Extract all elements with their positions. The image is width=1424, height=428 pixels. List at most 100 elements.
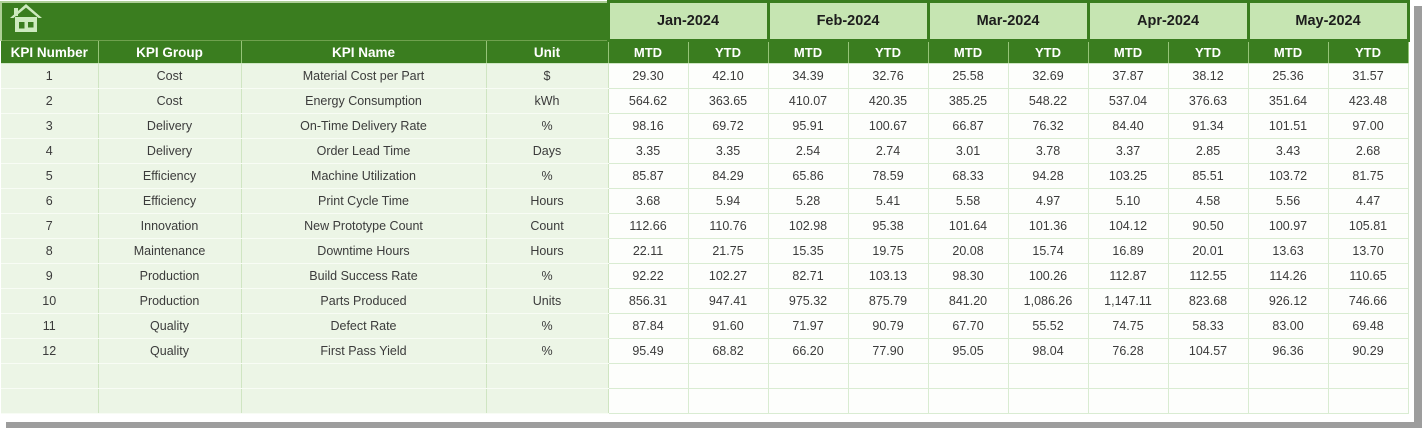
value-cell[interactable]: 3.68 <box>607 188 689 214</box>
value-cell[interactable]: 537.04 <box>1087 88 1169 114</box>
value-cell[interactable]: 74.75 <box>1087 313 1169 339</box>
unit-cell[interactable]: % <box>486 263 609 289</box>
value-cell[interactable]: 103.72 <box>1247 163 1329 189</box>
unit-cell[interactable]: Units <box>486 288 609 314</box>
value-cell[interactable]: 20.08 <box>927 238 1009 264</box>
value-cell[interactable]: 15.35 <box>767 238 849 264</box>
unit-cell[interactable]: % <box>486 113 609 139</box>
mtd-header[interactable]: MTD <box>1088 40 1169 64</box>
value-cell[interactable]: 82.71 <box>767 263 849 289</box>
value-cell[interactable]: 90.29 <box>1327 338 1409 364</box>
value-cell[interactable]: 5.58 <box>927 188 1009 214</box>
kpi-number-cell[interactable]: 1 <box>1 63 99 89</box>
kpi-number-cell[interactable]: 12 <box>1 338 99 364</box>
empty-cell[interactable] <box>1247 388 1329 414</box>
month-header[interactable]: Apr-2024 <box>1086 0 1250 42</box>
kpi-number-cell[interactable]: 9 <box>1 263 99 289</box>
kpi-group-cell[interactable]: Production <box>98 288 242 314</box>
value-cell[interactable]: 856.31 <box>607 288 689 314</box>
value-cell[interactable]: 114.26 <box>1247 263 1329 289</box>
ytd-header[interactable]: YTD <box>688 40 769 64</box>
empty-cell[interactable] <box>1 388 99 414</box>
value-cell[interactable]: 58.33 <box>1167 313 1249 339</box>
unit-cell[interactable]: $ <box>486 63 609 89</box>
kpi-group-cell[interactable]: Production <box>98 263 242 289</box>
value-cell[interactable]: 97.00 <box>1327 113 1409 139</box>
empty-cell[interactable] <box>927 388 1009 414</box>
kpi-name-cell[interactable]: Defect Rate <box>241 313 487 339</box>
unit-cell[interactable]: Hours <box>486 238 609 264</box>
kpi-number-cell[interactable]: 6 <box>1 188 99 214</box>
ytd-header[interactable]: YTD <box>1328 40 1409 64</box>
kpi-group-cell[interactable]: Maintenance <box>98 238 242 264</box>
corner-header[interactable]: Unit <box>486 40 609 64</box>
value-cell[interactable]: 5.28 <box>767 188 849 214</box>
value-cell[interactable]: 66.87 <box>927 113 1009 139</box>
value-cell[interactable]: 31.57 <box>1327 63 1409 89</box>
kpi-name-cell[interactable]: Build Success Rate <box>241 263 487 289</box>
value-cell[interactable]: 65.86 <box>767 163 849 189</box>
value-cell[interactable]: 947.41 <box>687 288 769 314</box>
value-cell[interactable]: 78.59 <box>847 163 929 189</box>
ytd-header[interactable]: YTD <box>848 40 929 64</box>
value-cell[interactable]: 3.43 <box>1247 138 1329 164</box>
value-cell[interactable]: 3.35 <box>687 138 769 164</box>
value-cell[interactable]: 21.75 <box>687 238 769 264</box>
empty-cell[interactable] <box>486 388 609 414</box>
value-cell[interactable]: 68.82 <box>687 338 769 364</box>
empty-cell[interactable] <box>1007 388 1089 414</box>
value-cell[interactable]: 105.81 <box>1327 213 1409 239</box>
value-cell[interactable]: 104.12 <box>1087 213 1169 239</box>
corner-header[interactable]: KPI Number <box>1 40 99 64</box>
empty-cell[interactable] <box>1327 363 1409 389</box>
kpi-number-cell[interactable]: 2 <box>1 88 99 114</box>
value-cell[interactable]: 42.10 <box>687 63 769 89</box>
value-cell[interactable]: 84.29 <box>687 163 769 189</box>
value-cell[interactable]: 76.32 <box>1007 113 1089 139</box>
value-cell[interactable]: 95.05 <box>927 338 1009 364</box>
value-cell[interactable]: 32.76 <box>847 63 929 89</box>
value-cell[interactable]: 16.89 <box>1087 238 1169 264</box>
value-cell[interactable]: 112.66 <box>607 213 689 239</box>
value-cell[interactable]: 95.49 <box>607 338 689 364</box>
value-cell[interactable]: 19.75 <box>847 238 929 264</box>
kpi-group-cell[interactable]: Cost <box>98 88 242 114</box>
value-cell[interactable]: 351.64 <box>1247 88 1329 114</box>
empty-cell[interactable] <box>607 388 689 414</box>
value-cell[interactable]: 87.84 <box>607 313 689 339</box>
empty-cell[interactable] <box>486 363 609 389</box>
unit-cell[interactable]: % <box>486 338 609 364</box>
empty-cell[interactable] <box>687 388 769 414</box>
value-cell[interactable]: 101.36 <box>1007 213 1089 239</box>
kpi-group-cell[interactable]: Quality <box>98 338 242 364</box>
value-cell[interactable]: 423.48 <box>1327 88 1409 114</box>
kpi-group-cell[interactable]: Delivery <box>98 138 242 164</box>
value-cell[interactable]: 4.97 <box>1007 188 1089 214</box>
mtd-header[interactable]: MTD <box>1248 40 1329 64</box>
value-cell[interactable]: 13.63 <box>1247 238 1329 264</box>
kpi-group-cell[interactable]: Cost <box>98 63 242 89</box>
value-cell[interactable]: 103.25 <box>1087 163 1169 189</box>
value-cell[interactable]: 875.79 <box>847 288 929 314</box>
empty-cell[interactable] <box>1247 363 1329 389</box>
value-cell[interactable]: 100.97 <box>1247 213 1329 239</box>
mtd-header[interactable]: MTD <box>608 40 689 64</box>
empty-cell[interactable] <box>1 363 99 389</box>
empty-cell[interactable] <box>98 363 242 389</box>
value-cell[interactable]: 420.35 <box>847 88 929 114</box>
value-cell[interactable]: 746.66 <box>1327 288 1409 314</box>
value-cell[interactable]: 376.63 <box>1167 88 1249 114</box>
value-cell[interactable]: 100.67 <box>847 113 929 139</box>
value-cell[interactable]: 20.01 <box>1167 238 1249 264</box>
ytd-header[interactable]: YTD <box>1168 40 1249 64</box>
kpi-name-cell[interactable]: Material Cost per Part <box>241 63 487 89</box>
value-cell[interactable]: 5.41 <box>847 188 929 214</box>
value-cell[interactable]: 81.75 <box>1327 163 1409 189</box>
empty-cell[interactable] <box>1007 363 1089 389</box>
value-cell[interactable]: 5.10 <box>1087 188 1169 214</box>
value-cell[interactable]: 3.37 <box>1087 138 1169 164</box>
kpi-number-cell[interactable]: 3 <box>1 113 99 139</box>
value-cell[interactable]: 90.50 <box>1167 213 1249 239</box>
unit-cell[interactable]: Days <box>486 138 609 164</box>
kpi-group-cell[interactable]: Efficiency <box>98 188 242 214</box>
